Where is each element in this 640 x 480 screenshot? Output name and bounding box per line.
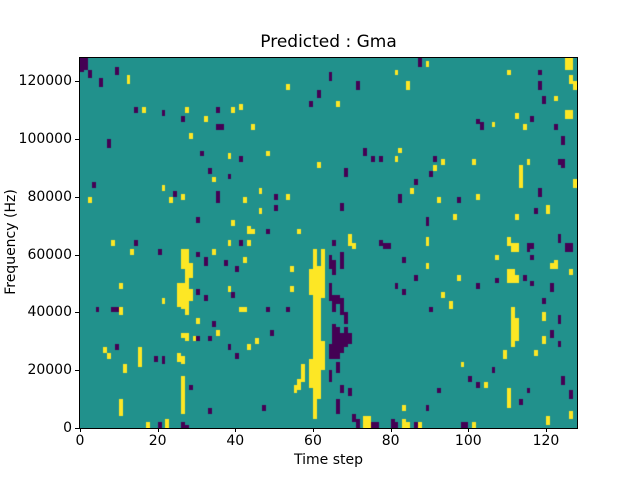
x-tick-label: 100: [454, 433, 482, 449]
x-axis-label: Time step: [294, 452, 363, 468]
y-tick-mark: [75, 312, 79, 314]
y-tick-mark: [75, 138, 79, 140]
y-tick-label: 40000: [27, 304, 72, 321]
x-tick-mark: [468, 428, 470, 432]
x-tick-mark: [157, 428, 159, 432]
x-tick-label: 0: [75, 433, 85, 449]
y-tick-mark: [75, 196, 79, 198]
x-tick-mark: [80, 428, 81, 432]
x-tick-mark: [390, 428, 392, 432]
x-tick-label: 40: [226, 433, 245, 449]
y-tick-label: 120000: [18, 73, 72, 90]
x-tick-mark: [545, 428, 547, 432]
y-tick-mark: [75, 254, 79, 256]
y-tick-label: 100000: [18, 130, 72, 147]
y-tick-mark: [75, 428, 79, 429]
x-tick-mark: [312, 428, 314, 432]
y-tick-mark: [75, 81, 79, 83]
x-tick-label: 120: [532, 433, 560, 449]
y-tick-label: 20000: [27, 362, 72, 379]
x-tick-label: 80: [381, 433, 400, 449]
plot-area: [79, 57, 578, 429]
y-tick-mark: [75, 370, 79, 372]
y-tick-label: 0: [63, 420, 72, 436]
y-tick-label: 60000: [27, 246, 72, 263]
x-tick-mark: [235, 428, 237, 432]
heatmap-canvas: [80, 58, 577, 428]
y-tick-label: 80000: [27, 188, 72, 205]
chart-title: Predicted : Gma: [260, 32, 397, 52]
x-tick-label: 20: [148, 433, 167, 449]
x-tick-label: 60: [304, 433, 322, 449]
y-axis-label: Frequency (Hz): [3, 189, 19, 295]
